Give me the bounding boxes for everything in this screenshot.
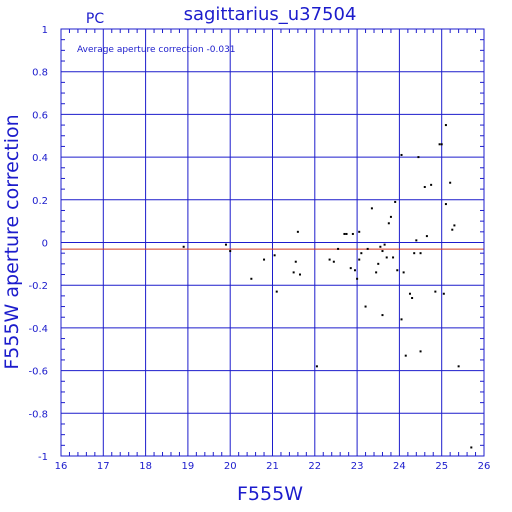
x-tick-label: 24 (393, 461, 406, 472)
data-point (345, 232, 348, 235)
data-points (182, 124, 473, 449)
y-tick-label: 0.2 (32, 196, 48, 207)
x-tick-label: 19 (182, 461, 195, 472)
data-point (229, 250, 232, 253)
data-point (383, 243, 386, 246)
y-tick-label: -0.8 (28, 409, 48, 420)
data-point (425, 235, 428, 238)
data-point (364, 305, 367, 308)
data-point (343, 232, 346, 235)
data-point (434, 290, 437, 293)
y-axis-label: F555W aperture correction (1, 114, 23, 369)
data-point (224, 243, 227, 246)
x-tick-label: 16 (55, 461, 68, 472)
data-point (389, 215, 392, 218)
x-tick-label: 26 (478, 461, 491, 472)
chart-title: sagittarius_u37504 (184, 4, 357, 25)
data-point (402, 271, 405, 274)
y-tick-label: 0.6 (32, 110, 48, 121)
data-point (444, 124, 447, 127)
data-point (332, 260, 335, 263)
data-point (351, 232, 354, 235)
data-point (419, 252, 422, 255)
data-point (444, 203, 447, 206)
y-tick-label: -0.4 (28, 324, 48, 335)
data-point (379, 245, 382, 248)
y-tick-label: -0.2 (28, 281, 48, 292)
y-tick-label: 1 (42, 25, 48, 36)
x-tick-label: 21 (266, 461, 279, 472)
data-point (396, 269, 399, 272)
x-tick-label: 18 (139, 461, 152, 472)
data-point (442, 292, 445, 295)
data-point (358, 230, 361, 233)
data-point (411, 297, 414, 300)
data-point (470, 446, 473, 449)
data-point (360, 252, 363, 255)
data-point (394, 200, 397, 203)
data-point (273, 254, 276, 257)
plot-frame (60, 28, 485, 457)
data-point (415, 239, 418, 242)
data-point (385, 256, 388, 259)
data-point (408, 292, 411, 295)
x-tick-label: 20 (224, 461, 237, 472)
data-point (353, 269, 356, 272)
data-point (337, 247, 340, 250)
data-point (294, 260, 297, 263)
data-point (392, 256, 395, 259)
x-tick-label: 17 (97, 461, 110, 472)
data-point (440, 143, 443, 146)
data-point (328, 258, 331, 261)
data-point (449, 181, 452, 184)
data-point (275, 290, 278, 293)
data-point (419, 350, 422, 353)
data-point (375, 271, 378, 274)
x-axis-label: F555W (237, 483, 303, 505)
y-tick-label: -0.6 (28, 367, 48, 378)
data-point (370, 207, 373, 210)
reference-lines (61, 242, 484, 250)
data-point (263, 258, 266, 261)
data-point (413, 252, 416, 255)
data-point (349, 267, 352, 270)
data-point (292, 271, 295, 274)
data-point (377, 262, 380, 265)
data-point (366, 247, 369, 250)
y-tick-label: 0.4 (32, 153, 48, 164)
y-tick-label: 0 (42, 239, 48, 250)
data-point (417, 156, 420, 159)
data-point (457, 365, 460, 368)
y-tick-label: -1 (38, 452, 48, 463)
axis-ticks: 16 17 18 19 20 21 22 23 24 25 26 -1 -0.8 -0.6 -0.4 -0.2… (28, 25, 490, 472)
data-point (438, 143, 441, 146)
data-point (250, 277, 253, 280)
x-tick-label: 22 (308, 461, 321, 472)
data-point (182, 245, 185, 248)
data-point (356, 277, 359, 280)
y-tick-label: 0.8 (32, 68, 48, 79)
data-point (296, 230, 299, 233)
data-point (358, 258, 361, 261)
corner-label: PC (86, 11, 104, 27)
x-tick-label: 25 (435, 461, 448, 472)
data-point (387, 222, 390, 225)
data-point (451, 228, 454, 231)
data-point (423, 185, 426, 188)
data-point (430, 183, 433, 186)
x-tick-label: 23 (351, 461, 364, 472)
data-point (453, 224, 456, 227)
data-point (404, 354, 407, 357)
data-point (381, 250, 384, 253)
data-point (315, 365, 318, 368)
data-point (400, 153, 403, 156)
data-point (298, 273, 301, 276)
data-point (381, 314, 384, 317)
average-annotation: Average aperture correction -0.031 (77, 45, 236, 55)
data-point (400, 318, 403, 321)
